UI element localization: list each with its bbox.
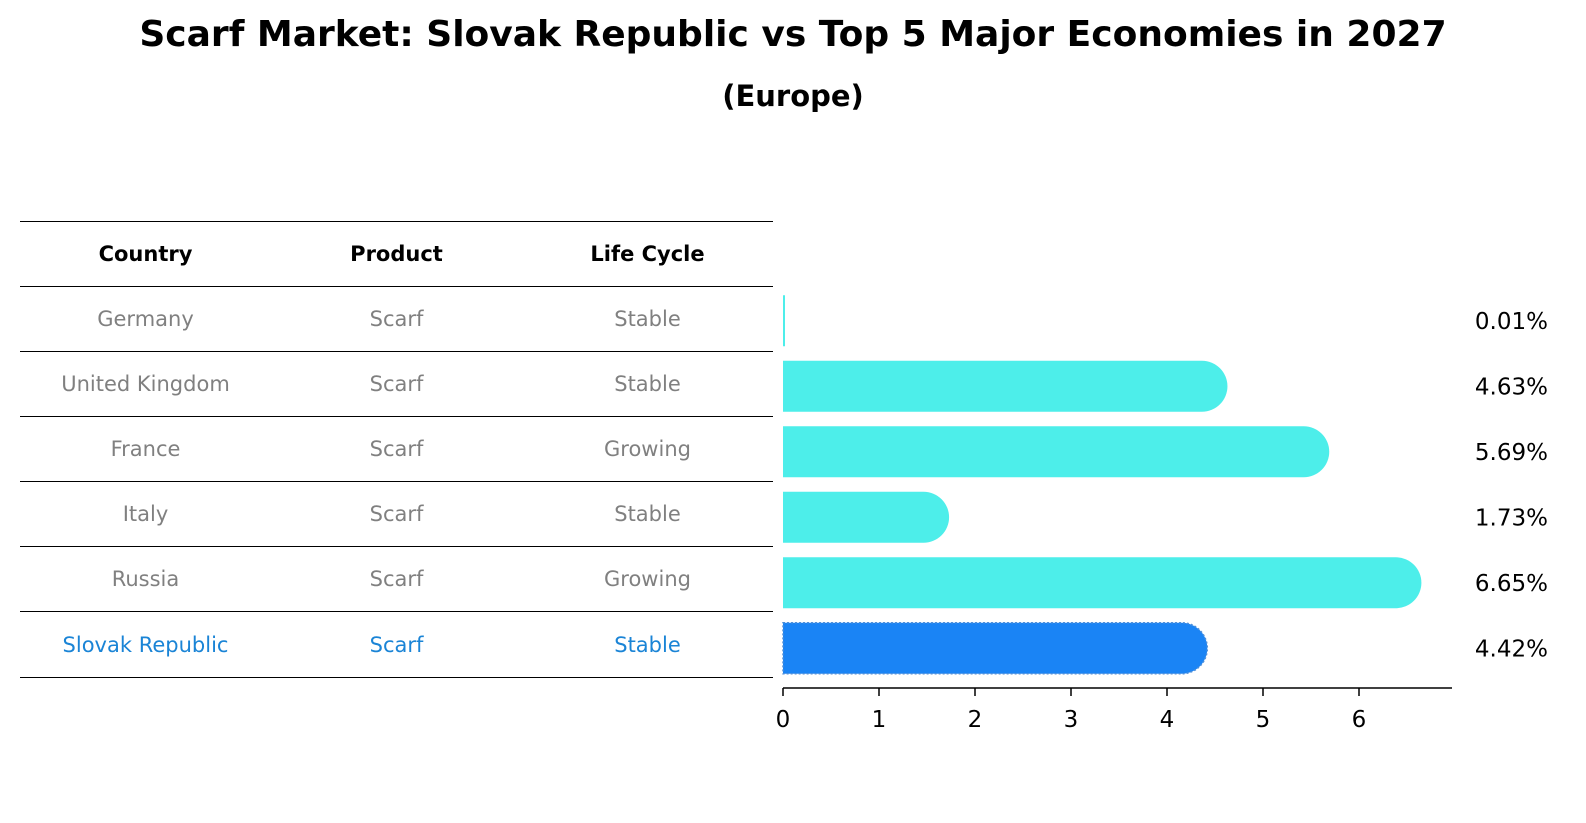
bar	[783, 426, 1330, 478]
table-row: France Scarf Growing	[20, 416, 773, 481]
x-tick-label: 0	[776, 707, 791, 733]
x-tick-label: 1	[872, 707, 887, 733]
cell-country: France	[110, 437, 181, 461]
bar	[783, 360, 1228, 412]
cell-country: United Kingdom	[61, 372, 230, 396]
table-row-highlight: Slovak Republic Scarf Stable	[20, 611, 773, 678]
cell-product: Scarf	[369, 632, 424, 657]
x-tick-label: 3	[1064, 707, 1079, 733]
bar	[783, 557, 1422, 609]
bar	[783, 295, 785, 347]
cell-product: Scarf	[369, 307, 424, 331]
x-tick-label: 5	[1256, 707, 1271, 733]
data-table: Country Product Life Cycle Germany Scarf…	[20, 221, 773, 678]
cell-life-cycle: Stable	[614, 372, 681, 396]
cell-product: Scarf	[369, 502, 424, 526]
cell-country: Slovak Republic	[62, 632, 229, 657]
table-row: Russia Scarf Growing	[20, 546, 773, 611]
cell-country: Russia	[111, 567, 180, 591]
x-tick-label: 6	[1352, 707, 1367, 733]
cell-life-cycle: Growing	[604, 437, 691, 461]
data-label: 0.01%	[1475, 309, 1548, 335]
x-tick-label: 4	[1160, 707, 1175, 733]
cell-life-cycle: Stable	[614, 632, 681, 657]
cell-life-cycle: Stable	[614, 307, 681, 331]
bar-highlight	[782, 622, 1209, 675]
header-country: Country	[98, 242, 193, 266]
cell-life-cycle: Stable	[614, 502, 681, 526]
table-header-row: Country Product Life Cycle	[20, 221, 773, 286]
data-label: 1.73%	[1475, 505, 1548, 531]
chart-title: Scarf Market: Slovak Republic vs Top 5 M…	[139, 14, 1447, 55]
table-row: Germany Scarf Stable	[20, 286, 773, 351]
data-label: 6.65%	[1475, 571, 1548, 597]
header-product: Product	[350, 242, 443, 266]
table-row: Italy Scarf Stable	[20, 481, 773, 546]
data-label: 4.42%	[1475, 636, 1548, 662]
chart-subtitle: (Europe)	[722, 79, 864, 113]
data-label: 5.69%	[1475, 440, 1548, 466]
cell-product: Scarf	[369, 567, 424, 591]
cell-product: Scarf	[369, 372, 424, 396]
cell-country: Italy	[122, 502, 169, 526]
x-tick-label: 2	[968, 707, 983, 733]
data-label: 4.63%	[1475, 374, 1548, 400]
cell-country: Germany	[97, 307, 194, 331]
bar	[783, 491, 950, 543]
cell-life-cycle: Growing	[604, 567, 691, 591]
header-life-cycle: Life Cycle	[590, 242, 705, 266]
cell-product: Scarf	[369, 437, 424, 461]
table-row: United Kingdom Scarf Stable	[20, 351, 773, 416]
